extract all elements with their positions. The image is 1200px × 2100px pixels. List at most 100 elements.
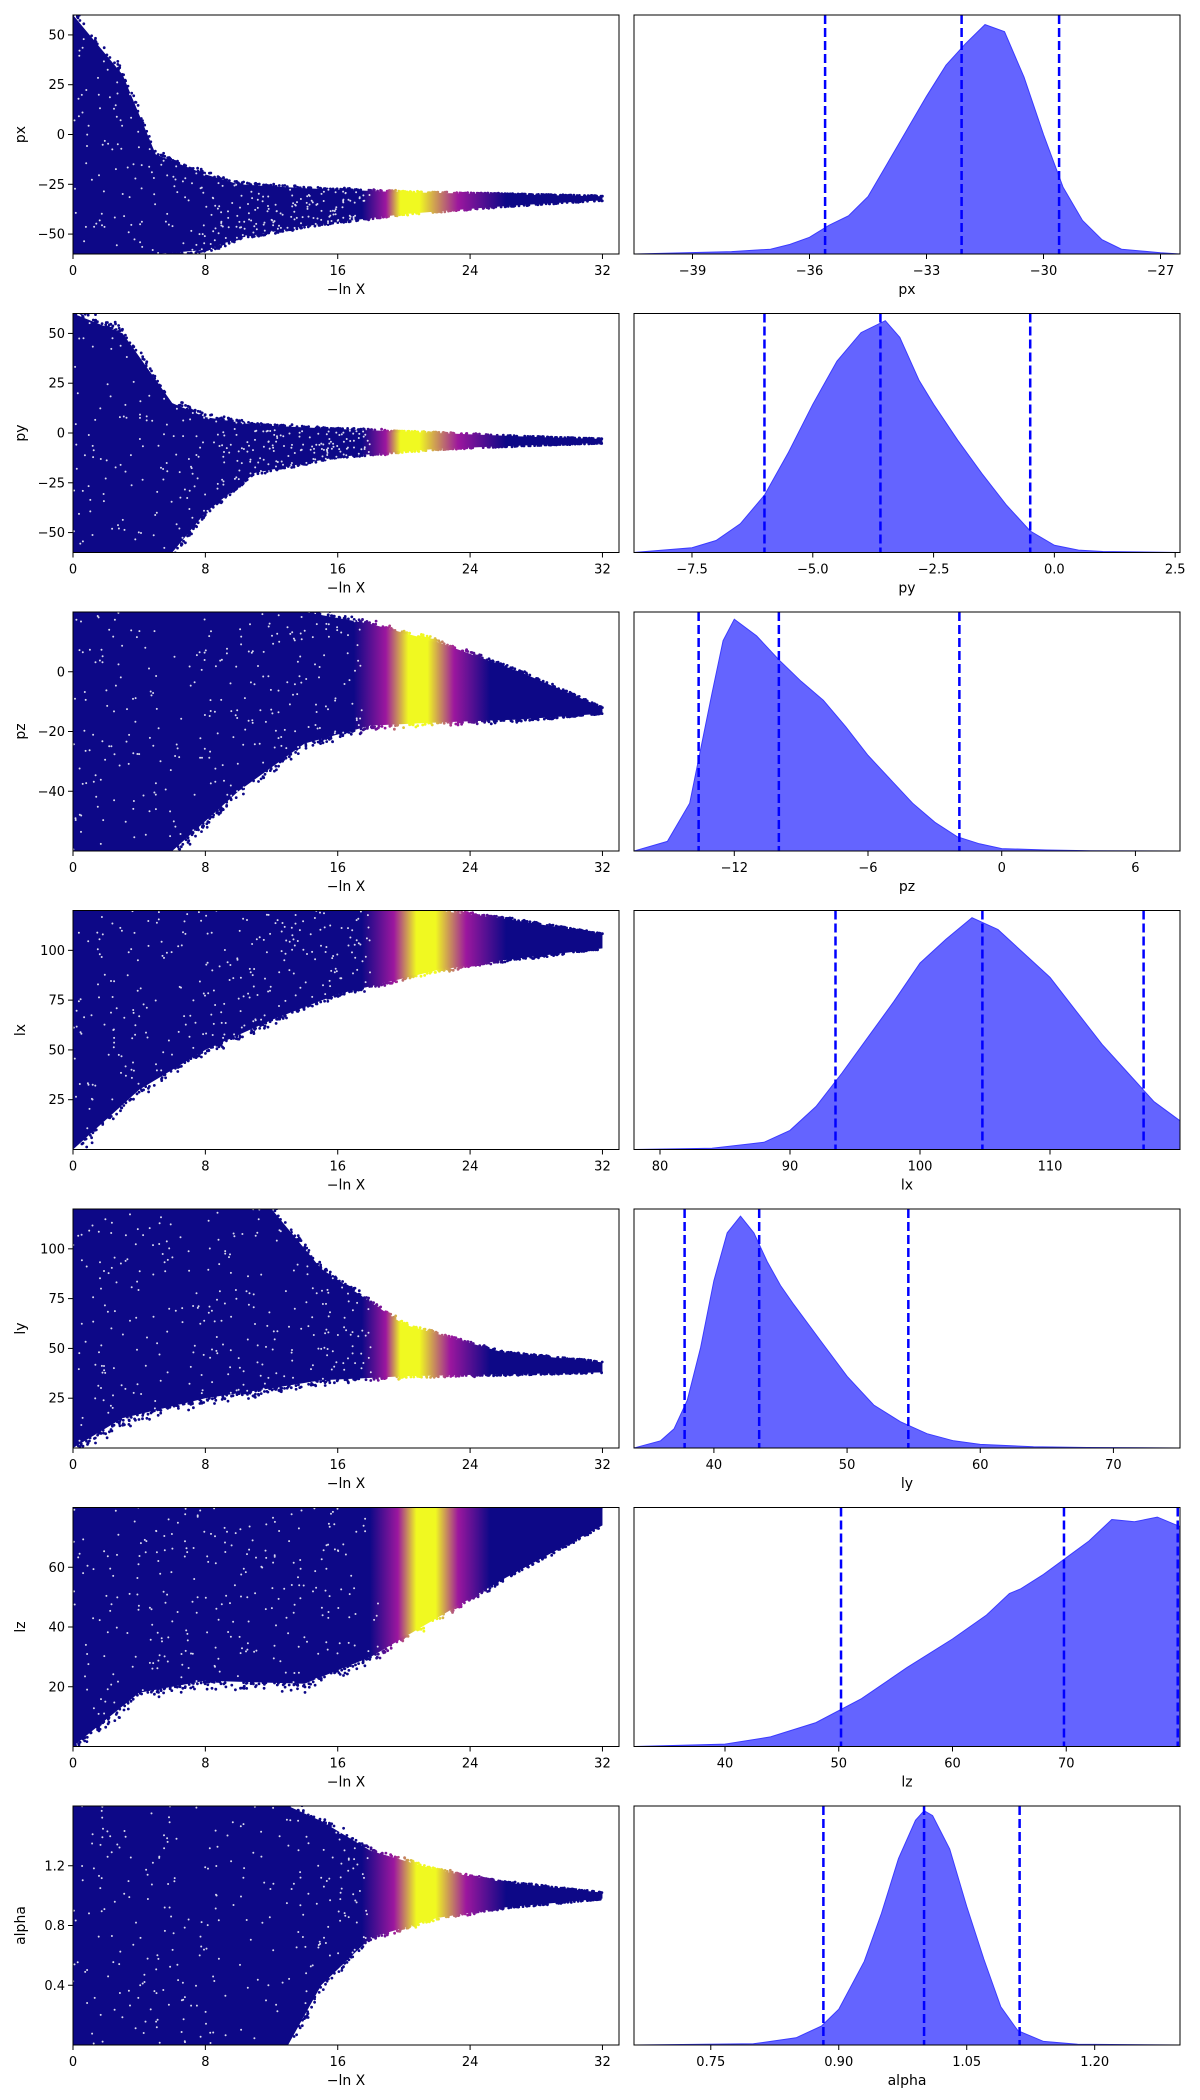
trace-lz-ytick-label: 40 <box>48 1621 65 1636</box>
posterior-lz-density <box>634 1516 1180 1747</box>
posterior-lx-xlabel: lx <box>901 1178 913 1194</box>
posterior-ly-xtick-label: 50 <box>839 1458 856 1473</box>
trace-py-xtick-label: 0 <box>69 563 77 578</box>
posterior-lz-xtick-label: 60 <box>944 1757 961 1772</box>
trace-lx-envelope <box>73 910 603 1150</box>
posterior-py-xtick-label: 2.5 <box>1165 563 1186 578</box>
trace-alpha-xtick-label: 16 <box>329 2055 346 2070</box>
trace-px-xtick-label: 16 <box>329 264 346 279</box>
trace-pz-xtick-label: 32 <box>594 861 611 876</box>
trace-pz-ytick-label: −20 <box>38 725 65 740</box>
trace-pz-xtick-label: 24 <box>462 861 479 876</box>
trace-lz-ytick-label: 20 <box>48 1680 65 1695</box>
trace-ly-xlabel: −ln X <box>327 1476 366 1492</box>
trace-lz-xtick-label: 16 <box>329 1757 346 1772</box>
trace-ly-xtick-label: 16 <box>329 1458 346 1473</box>
trace-alpha-xtick-label: 32 <box>594 2055 611 2070</box>
posterior-alpha-density <box>634 1810 1180 2045</box>
trace-py-xtick-label: 32 <box>594 563 611 578</box>
trace-ly-ytick-label: 50 <box>48 1342 65 1357</box>
trace-alpha-ytick-label: 0.4 <box>44 1979 65 1994</box>
trace-lz-xtick-label: 0 <box>69 1757 77 1772</box>
trace-alpha-ytick-label: 0.8 <box>44 1919 65 1934</box>
trace-lz-xlabel: −ln X <box>327 1775 366 1791</box>
trace-alpha-envelope <box>73 1806 603 2045</box>
posterior-lx-xtick-label: 110 <box>1038 1160 1063 1175</box>
posterior-lx-frame <box>633 910 1181 1150</box>
trace-ly-xtick-label: 32 <box>594 1458 611 1473</box>
trace-py-envelope <box>73 313 603 553</box>
trace-pz-ylabel: pz <box>13 723 29 739</box>
posterior-lz-frame <box>633 1507 1181 1747</box>
posterior-pz-density <box>634 618 1180 851</box>
trace-alpha-xlabel: −ln X <box>327 2073 366 2089</box>
posterior-lx-density <box>634 917 1180 1150</box>
posterior-lz-xtick-label: 70 <box>1058 1757 1075 1772</box>
posterior-ly-frame <box>633 1208 1181 1449</box>
posterior-py-xlabel: py <box>898 581 915 597</box>
trace-py-ylabel: py <box>13 424 29 441</box>
panels: −50 −25 0 25 50 px 0 8 16 24 32 −ln X −39 −36 −33 −30 −2… <box>13 14 1186 2089</box>
trace-alpha-xtick-label: 24 <box>462 2055 479 2070</box>
trace-pz-xlabel: −ln X <box>327 879 366 895</box>
posterior-px-frame <box>633 14 1181 255</box>
posterior-pz-frame <box>633 611 1181 852</box>
trace-py-xtick-label: 8 <box>201 563 209 578</box>
posterior-ly-xtick-label: 60 <box>972 1458 989 1473</box>
posterior-pz-xlabel: pz <box>899 879 915 895</box>
posterior-px-xlabel: px <box>898 282 915 298</box>
posterior-pz-xtick-label: 0 <box>998 861 1006 876</box>
posterior-px-xtick-label: −27 <box>1147 264 1174 279</box>
trace-lx-ytick-label: 75 <box>48 994 65 1009</box>
trace-lz-envelope <box>73 1507 603 1747</box>
posterior-px-density <box>634 24 1180 254</box>
trace-px-ylabel: px <box>13 126 29 143</box>
posterior-lz-xtick-label: 50 <box>830 1757 847 1772</box>
posterior-py-density <box>634 320 1180 553</box>
trace-px-xtick-label: 0 <box>69 264 77 279</box>
trace-py-xtick-label: 16 <box>329 563 346 578</box>
posterior-ly-xlabel: ly <box>901 1476 913 1492</box>
posterior-lz-xlabel: lz <box>901 1775 912 1791</box>
posterior-px-xtick-label: −33 <box>913 264 940 279</box>
posterior-lz-xtick-label: 40 <box>717 1757 734 1772</box>
trace-ly-panel: 25 50 75 100 ly 0 8 16 24 32 −ln X <box>13 1208 620 1492</box>
trace-lx-ytick-label: 50 <box>48 1043 65 1058</box>
trace-py-panel: −50 −25 0 25 50 py 0 8 16 24 32 −ln X <box>13 313 620 597</box>
trace-px-panel: −50 −25 0 25 50 px 0 8 16 24 32 −ln X <box>13 14 620 298</box>
trace-lx-xtick-label: 0 <box>69 1160 77 1175</box>
posterior-px-xtick-label: −36 <box>796 264 823 279</box>
trace-px-envelope <box>73 15 603 254</box>
posterior-py-frame <box>633 313 1181 553</box>
posterior-alpha-xtick-label: 1.20 <box>1080 2055 1109 2070</box>
trace-ly-envelope <box>73 1209 603 1448</box>
trace-alpha-ytick-label: 1.2 <box>44 1859 65 1874</box>
trace-px-ytick-label: 50 <box>48 28 65 43</box>
posterior-pz-panel: −12 −6 0 6 pz <box>633 611 1181 895</box>
trace-alpha-ylabel: alpha <box>13 1906 29 1945</box>
posterior-py-xtick-label: −7.5 <box>676 563 708 578</box>
trace-alpha-xtick-label: 8 <box>201 2055 209 2070</box>
trace-py-ytick-label: 25 <box>48 377 65 392</box>
posterior-alpha-panel: 0.75 0.90 1.05 1.20 alpha <box>633 1805 1181 2089</box>
trace-px-xtick-label: 32 <box>594 264 611 279</box>
trace-lx-frame <box>72 910 620 1150</box>
trace-pz-xtick-label: 16 <box>329 861 346 876</box>
trace-px-ytick-label: −25 <box>38 178 65 193</box>
trace-px-ytick-label: 25 <box>48 78 65 93</box>
posterior-py-xtick-label: −5.0 <box>797 563 829 578</box>
trace-ly-ytick-label: 25 <box>48 1392 65 1407</box>
trace-py-xlabel: −ln X <box>327 581 366 597</box>
trace-pz-xtick-label: 0 <box>69 861 77 876</box>
trace-lz-gaps <box>73 1507 379 1715</box>
trace-py-ytick-label: 50 <box>48 327 65 342</box>
posterior-ly-density <box>634 1215 1180 1448</box>
posterior-pz-xtick-label: −12 <box>721 861 748 876</box>
trace-ly-xtick-label: 24 <box>462 1458 479 1473</box>
trace-lz-xtick-label: 8 <box>201 1757 209 1772</box>
trace-pz-xtick-label: 8 <box>201 861 209 876</box>
trace-lz-ytick-label: 60 <box>48 1561 65 1576</box>
trace-py-samples <box>73 313 604 553</box>
trace-lx-xtick-label: 8 <box>201 1160 209 1175</box>
posterior-ly-xtick-label: 40 <box>706 1458 723 1473</box>
